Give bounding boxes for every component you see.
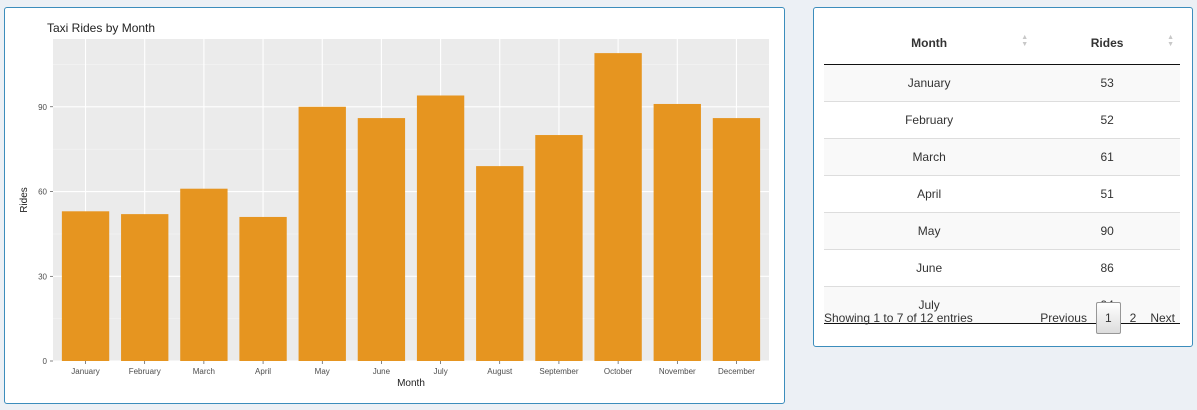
- cell-rides: 53: [1034, 64, 1180, 102]
- page-1-button[interactable]: 1: [1095, 302, 1121, 334]
- cell-month: May: [824, 212, 1035, 250]
- bar-december: [712, 118, 761, 361]
- cell-month: February: [824, 101, 1035, 139]
- x-tick-label: May: [315, 367, 330, 376]
- x-tick-label: September: [539, 367, 578, 376]
- table-row: May 90: [824, 212, 1180, 250]
- cell-month: March: [824, 138, 1035, 176]
- bar-october: [594, 53, 642, 362]
- cell-month: April: [824, 175, 1035, 213]
- x-tick-label: November: [659, 367, 696, 376]
- x-tick-label: April: [255, 367, 271, 376]
- x-tick-label: July: [433, 367, 447, 376]
- table-row: March 61: [824, 138, 1180, 176]
- bar-august: [476, 166, 524, 361]
- y-tick-label: 0: [43, 357, 48, 366]
- bar-february: [121, 214, 169, 361]
- bar-june: [357, 118, 406, 361]
- table-header-row: Month ▲ ▼ Rides ▲ ▼: [824, 22, 1180, 65]
- bar-november: [653, 103, 701, 362]
- previous-button[interactable]: Previous: [1040, 311, 1087, 325]
- y-tick-label: 60: [38, 188, 47, 197]
- cell-rides: 90: [1034, 212, 1180, 250]
- bar-july: [416, 95, 465, 362]
- table-row: April 51: [824, 175, 1180, 213]
- column-header-month[interactable]: Month ▲ ▼: [824, 22, 1035, 65]
- column-header-label: Month: [911, 36, 948, 50]
- cell-month: July: [824, 286, 1035, 324]
- x-tick-label: October: [604, 367, 633, 376]
- plot-panel: [53, 39, 769, 361]
- x-axis-label: Month: [397, 378, 425, 389]
- cell-rides: 86: [1034, 249, 1180, 287]
- cell-rides: 51: [1034, 175, 1180, 213]
- page-2-button[interactable]: 2: [1129, 311, 1137, 325]
- bar-may: [298, 106, 346, 361]
- x-tick-label: January: [71, 367, 99, 376]
- y-axis-label: Rides: [19, 187, 30, 213]
- table-info: Showing 1 to 7 of 12 entries: [824, 311, 973, 325]
- x-tick-label: August: [487, 367, 513, 376]
- rides-table: Month ▲ ▼ Rides ▲ ▼ January 53 February 52…: [824, 22, 1180, 324]
- x-tick-label: December: [718, 367, 755, 376]
- bar-september: [535, 135, 583, 361]
- sort-icon: ▲ ▼: [1167, 34, 1174, 48]
- bar-january: [61, 211, 110, 361]
- sort-icon: ▲ ▼: [1021, 34, 1029, 48]
- table-row: February 52: [824, 101, 1180, 139]
- y-tick-label: 90: [38, 103, 47, 112]
- y-tick-label: 30: [38, 272, 47, 281]
- bar-march: [180, 188, 228, 361]
- column-header-rides[interactable]: Rides ▲ ▼: [1034, 22, 1180, 65]
- next-button[interactable]: Next: [1150, 311, 1175, 325]
- pagination: Previous 1 2 Next: [1033, 302, 1182, 334]
- chart-panel: Taxi Rides by Month 0 30 60 90 January Februar…: [4, 7, 785, 404]
- table-row: July 94: [824, 286, 1180, 324]
- cell-month: January: [824, 64, 1035, 102]
- cell-rides: 52: [1034, 101, 1180, 139]
- table-row: June 86: [824, 249, 1180, 287]
- bar-chart: Taxi Rides by Month 0 30 60 90 January Februar…: [19, 21, 769, 389]
- table-row: January 53: [824, 64, 1180, 102]
- cell-rides: 61: [1034, 138, 1180, 176]
- x-tick-label: June: [373, 367, 391, 376]
- cell-month: June: [824, 249, 1035, 287]
- table-panel: Month ▲ ▼ Rides ▲ ▼ January 53 February 52…: [813, 7, 1193, 347]
- chart-title: Taxi Rides by Month: [47, 21, 155, 35]
- column-header-label: Rides: [1090, 36, 1124, 50]
- bar-april: [239, 216, 287, 361]
- x-tick-label: March: [193, 367, 215, 376]
- x-tick-label: February: [129, 367, 161, 376]
